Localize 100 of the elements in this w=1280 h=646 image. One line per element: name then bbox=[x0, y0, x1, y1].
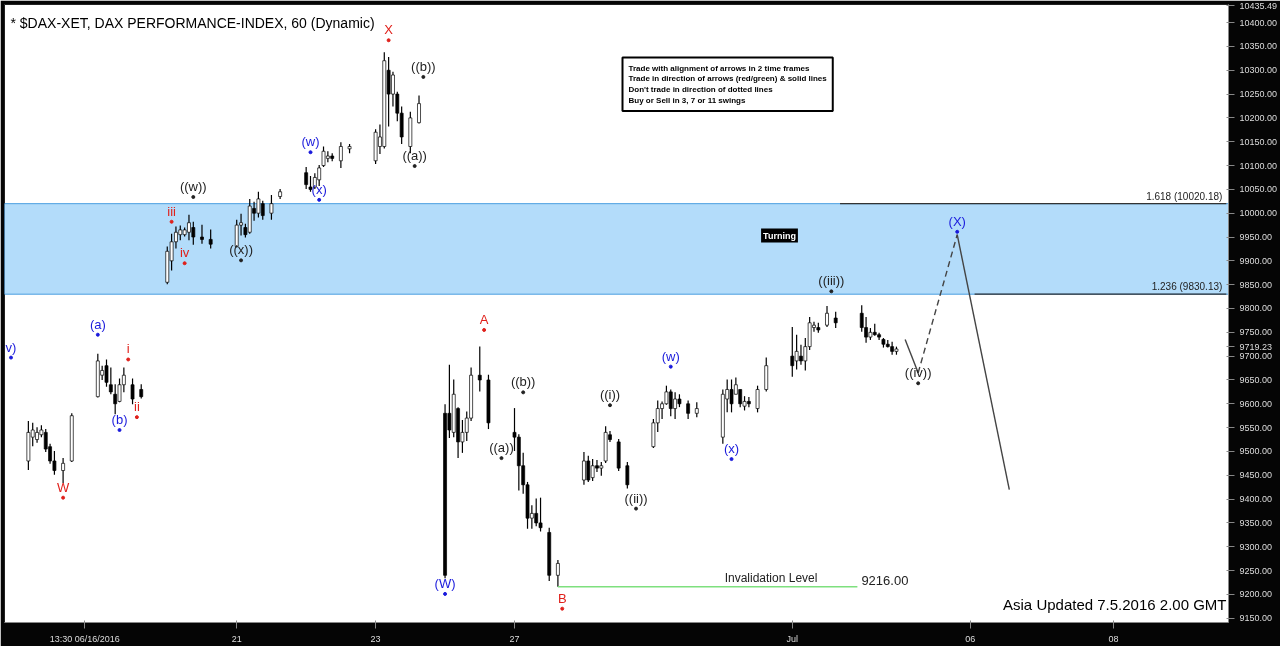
x-tick-label: 08 bbox=[1108, 633, 1119, 644]
data-label: ((iii)) bbox=[818, 273, 845, 289]
point bbox=[521, 390, 526, 395]
candlestick bbox=[304, 166, 309, 190]
candlestick bbox=[260, 200, 265, 221]
y-tick-label: 9450.00 bbox=[1239, 470, 1273, 481]
y-tick-label: 10250.00 bbox=[1239, 89, 1278, 100]
data-label: (x) bbox=[723, 441, 740, 457]
y-tick-label: 10400.00 bbox=[1239, 17, 1278, 28]
y-tick-label: 9150.00 bbox=[1239, 613, 1273, 624]
point bbox=[482, 327, 487, 332]
data-label: (a) bbox=[89, 316, 106, 332]
y-tick-label: 9250.00 bbox=[1239, 565, 1273, 576]
point bbox=[182, 261, 187, 266]
data-label: (w) bbox=[661, 348, 680, 364]
y-tick-label: 10200.00 bbox=[1239, 112, 1278, 123]
annotation: Buy or Sell in 3, 7 or 11 swings bbox=[628, 95, 746, 105]
y-tick-label: 10300.00 bbox=[1239, 65, 1278, 76]
point bbox=[829, 289, 834, 294]
y-tick-label: 9600.00 bbox=[1239, 398, 1273, 409]
candlestick bbox=[764, 356, 769, 393]
candlestick bbox=[534, 498, 539, 527]
y-tick-label: 9650.00 bbox=[1239, 374, 1273, 385]
x-tick-label: 13:30 06/16/2016 bbox=[49, 633, 120, 644]
y-tick-label: 9719.23 bbox=[1239, 341, 1273, 352]
y-tick-label: 9200.00 bbox=[1239, 589, 1273, 600]
data-label: ((b)) bbox=[510, 374, 536, 390]
data-label: ((iv)) bbox=[904, 365, 932, 381]
candlestick bbox=[668, 388, 673, 417]
data-label: i bbox=[126, 341, 130, 357]
y-tick-label: 9950.00 bbox=[1239, 232, 1273, 243]
data-label: (W) bbox=[434, 575, 456, 591]
candlestick bbox=[61, 457, 65, 484]
y-tick-label: 9900.00 bbox=[1239, 255, 1273, 266]
y-tick-label: 9800.00 bbox=[1239, 303, 1273, 314]
point bbox=[317, 197, 322, 202]
data-label: B bbox=[557, 590, 567, 606]
point bbox=[61, 495, 66, 500]
y-tick-label: 10050.00 bbox=[1239, 184, 1278, 195]
candlestick bbox=[113, 383, 118, 415]
data-label: ((ii)) bbox=[624, 490, 648, 506]
x-tick-label: 23 bbox=[370, 633, 381, 644]
point bbox=[134, 415, 139, 420]
data-label: A bbox=[479, 311, 489, 327]
y-tick-label: 10435.49 bbox=[1239, 0, 1278, 11]
point bbox=[95, 332, 100, 337]
data-label: ii bbox=[133, 399, 140, 415]
point bbox=[386, 38, 391, 43]
candlestick bbox=[269, 194, 274, 221]
x-tick-label: 27 bbox=[509, 633, 520, 644]
candlestick bbox=[625, 461, 630, 490]
y-tick-label: 9850.00 bbox=[1239, 279, 1273, 290]
x-tick-label: Jul bbox=[786, 633, 799, 644]
data-label: ((a)) bbox=[489, 440, 514, 456]
candlestick bbox=[538, 497, 543, 533]
data-label: (X) bbox=[948, 213, 966, 229]
point bbox=[9, 355, 14, 360]
point bbox=[668, 364, 673, 369]
data-label: v) bbox=[5, 339, 17, 355]
y-tick-label: 9400.00 bbox=[1239, 494, 1273, 505]
point bbox=[191, 195, 196, 199]
data-label: (w) bbox=[301, 134, 320, 150]
candlestick bbox=[582, 451, 586, 486]
y-tick-label: 9300.00 bbox=[1239, 541, 1273, 552]
point bbox=[560, 606, 565, 611]
data-label: ((b)) bbox=[411, 58, 436, 74]
data-label: W bbox=[56, 479, 70, 495]
annotation: Don't trade in direction of dotted lines bbox=[628, 85, 774, 95]
point bbox=[421, 74, 426, 79]
point bbox=[634, 506, 639, 511]
point bbox=[729, 457, 734, 462]
annotation: Trade in direction of arrows (red/green) & solid lines bbox=[628, 74, 828, 84]
y-tick-label: 9500.00 bbox=[1239, 446, 1273, 457]
series-label: 1.236 (9830.13) bbox=[1151, 281, 1223, 293]
annotation: Turning bbox=[763, 230, 796, 241]
candlestick bbox=[208, 228, 213, 250]
data-label: (x) bbox=[311, 181, 327, 197]
candlestick bbox=[586, 455, 591, 483]
data-label: X bbox=[384, 22, 394, 38]
point bbox=[117, 428, 122, 432]
x-tick-label: 06 bbox=[965, 633, 976, 644]
y-tick-label: 10000.00 bbox=[1239, 208, 1278, 219]
data-label: (b) bbox=[111, 412, 128, 427]
data-label: iv bbox=[179, 245, 190, 261]
y-tick-label: 10150.00 bbox=[1239, 136, 1278, 147]
point bbox=[126, 357, 131, 362]
y-tick-label: 9350.00 bbox=[1239, 517, 1273, 528]
candlestick bbox=[130, 377, 135, 405]
candlestick bbox=[686, 399, 690, 420]
y-tick-label: 10100.00 bbox=[1239, 160, 1278, 171]
candlestick bbox=[755, 385, 760, 413]
point bbox=[412, 164, 417, 169]
data-label: ((w)) bbox=[179, 179, 207, 194]
data-label: 9216.00 bbox=[861, 572, 909, 588]
x-tick-label: 21 bbox=[231, 633, 242, 644]
candlestick bbox=[590, 458, 595, 482]
point bbox=[239, 258, 244, 263]
annotation: Trade with alignment of arrows in 2 time frames bbox=[628, 63, 810, 73]
y-tick-label: 9550.00 bbox=[1239, 422, 1273, 433]
data-label: iii bbox=[167, 203, 177, 219]
